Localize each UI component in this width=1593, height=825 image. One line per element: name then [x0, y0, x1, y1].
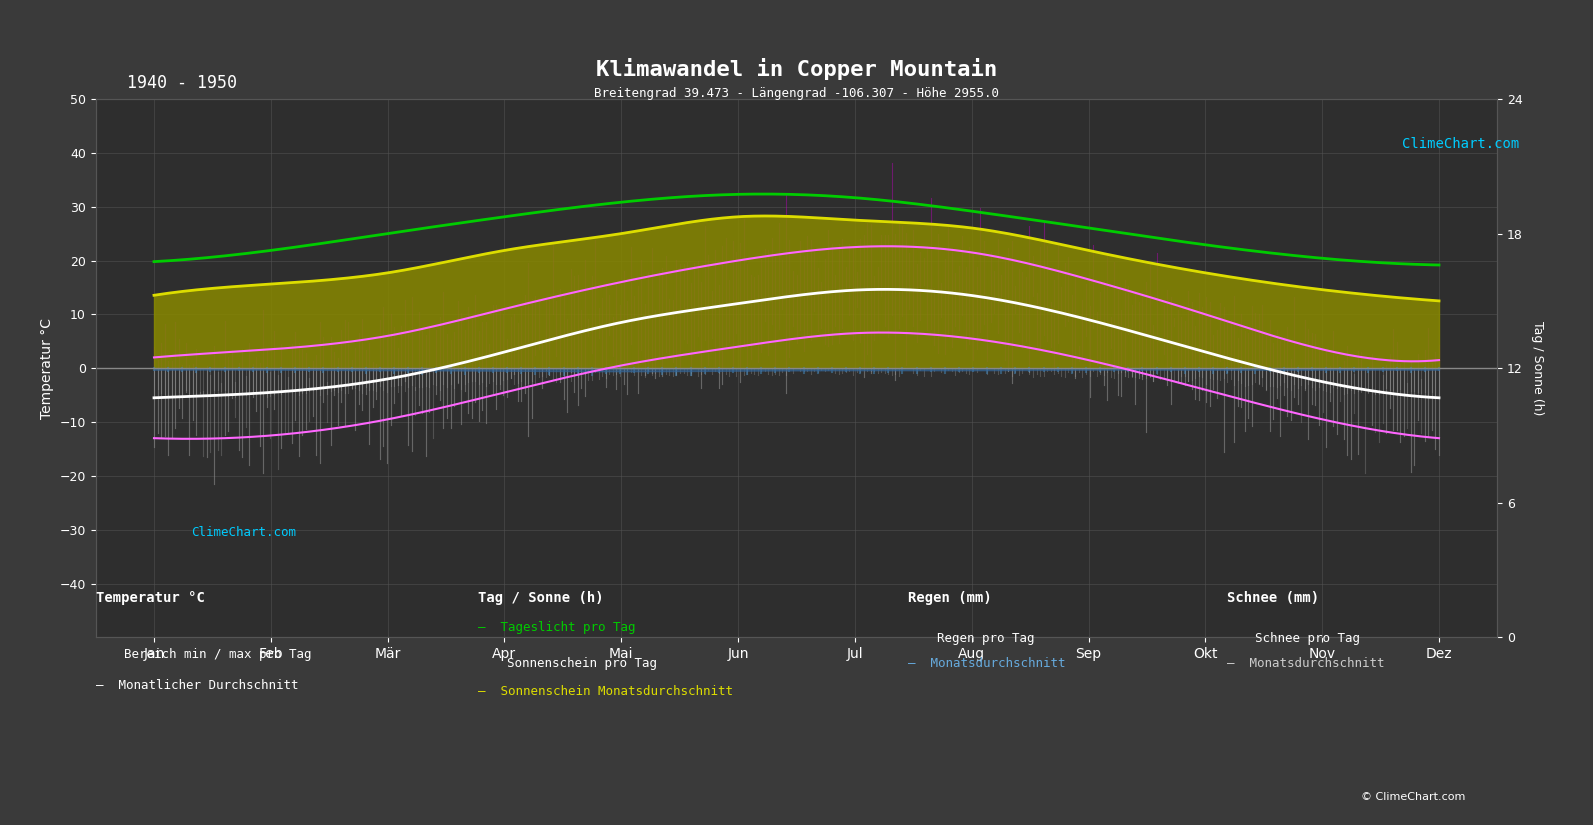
Text: Klimawandel in Copper Mountain: Klimawandel in Copper Mountain	[596, 58, 997, 80]
Text: —  Tageslicht pro Tag: — Tageslicht pro Tag	[478, 621, 636, 634]
Text: ClimeChart.com: ClimeChart.com	[1402, 138, 1520, 152]
Text: —  Monatsdurchschnitt: — Monatsdurchschnitt	[908, 657, 1066, 670]
Text: —  Monatlicher Durchschnitt: — Monatlicher Durchschnitt	[96, 679, 298, 692]
Text: 1940 - 1950: 1940 - 1950	[127, 74, 237, 92]
Text: ClimeChart.com: ClimeChart.com	[191, 526, 296, 540]
Text: —  Sonnenschein Monatsdurchschnitt: — Sonnenschein Monatsdurchschnitt	[478, 685, 733, 698]
Text: Regen (mm): Regen (mm)	[908, 592, 992, 606]
Text: Bereich min / max pro Tag: Bereich min / max pro Tag	[124, 648, 312, 662]
Text: Tag / Sonne (h): Tag / Sonne (h)	[478, 592, 604, 606]
Y-axis label: Temperatur °C: Temperatur °C	[40, 318, 54, 418]
Text: Schnee (mm): Schnee (mm)	[1227, 592, 1319, 606]
Text: © ClimeChart.com: © ClimeChart.com	[1360, 792, 1466, 802]
Text: —  Monatsdurchschnitt: — Monatsdurchschnitt	[1227, 657, 1384, 670]
Text: Sonnenschein pro Tag: Sonnenschein pro Tag	[507, 657, 656, 670]
Y-axis label: Tag / Sonne (h): Tag / Sonne (h)	[1531, 321, 1544, 415]
Text: Breitengrad 39.473 - Längengrad -106.307 - Höhe 2955.0: Breitengrad 39.473 - Längengrad -106.307…	[594, 87, 999, 100]
Text: Regen pro Tag: Regen pro Tag	[937, 632, 1034, 645]
Text: Temperatur °C: Temperatur °C	[96, 592, 204, 606]
Text: Schnee pro Tag: Schnee pro Tag	[1255, 632, 1360, 645]
